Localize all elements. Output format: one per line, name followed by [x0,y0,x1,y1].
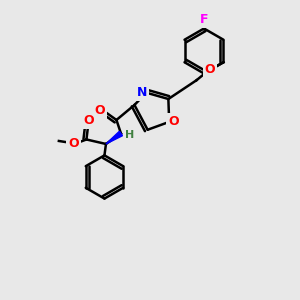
Text: H: H [125,130,135,140]
Text: O: O [68,137,79,151]
Text: O: O [205,63,215,76]
Text: O: O [168,116,179,128]
Text: O: O [83,114,94,128]
Text: N: N [136,86,147,99]
Text: O: O [94,103,105,117]
Polygon shape [106,131,122,144]
Text: F: F [200,13,208,26]
